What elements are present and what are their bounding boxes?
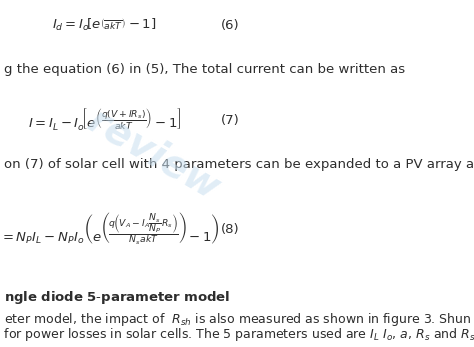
Text: (7): (7) — [221, 114, 240, 127]
Text: on (7) of solar cell with 4 parameters can be expanded to a PV array as: on (7) of solar cell with 4 parameters c… — [4, 158, 474, 171]
Text: $I_A = N_P I_L - N_P I_o\left(e^{\left(\dfrac{q\!\left(V_A - I_A\dfrac{N_s}{N_P}: $I_A = N_P I_L - N_P I_o\left(e^{\left(\… — [0, 211, 220, 247]
Text: eter model, the impact of  $R_{sh}$ is also measured as shown in figure 3. Shun : eter model, the impact of $R_{sh}$ is al… — [4, 311, 474, 328]
Text: $\!\!$for power losses in solar cells. The 5 parameters used are $I_L$ $I_o$, $a: $\!\!$for power losses in solar cells. T… — [4, 325, 474, 344]
Text: $I_d = I_o\!\left[e^{\left(\dfrac{\quad}{akT}\right)} - 1\right]$: $I_d = I_o\!\left[e^{\left(\dfrac{\quad}… — [53, 17, 157, 33]
Text: g the equation (6) in (5), The total current can be written as: g the equation (6) in (5), The total cur… — [4, 63, 405, 76]
Text: $\mathbf{ngle\ diode\ 5\text{-}parameter\ model}$: $\mathbf{ngle\ diode\ 5\text{-}parameter… — [4, 289, 230, 306]
Text: review: review — [81, 101, 227, 208]
Text: $I = I_L - I_o\!\left[e^{\left(\dfrac{q(V+IR_s)}{akT}\right)} - 1\right]$: $I = I_L - I_o\!\left[e^{\left(\dfrac{q(… — [28, 107, 182, 134]
Text: (6): (6) — [221, 19, 240, 32]
Text: (8): (8) — [221, 223, 240, 236]
